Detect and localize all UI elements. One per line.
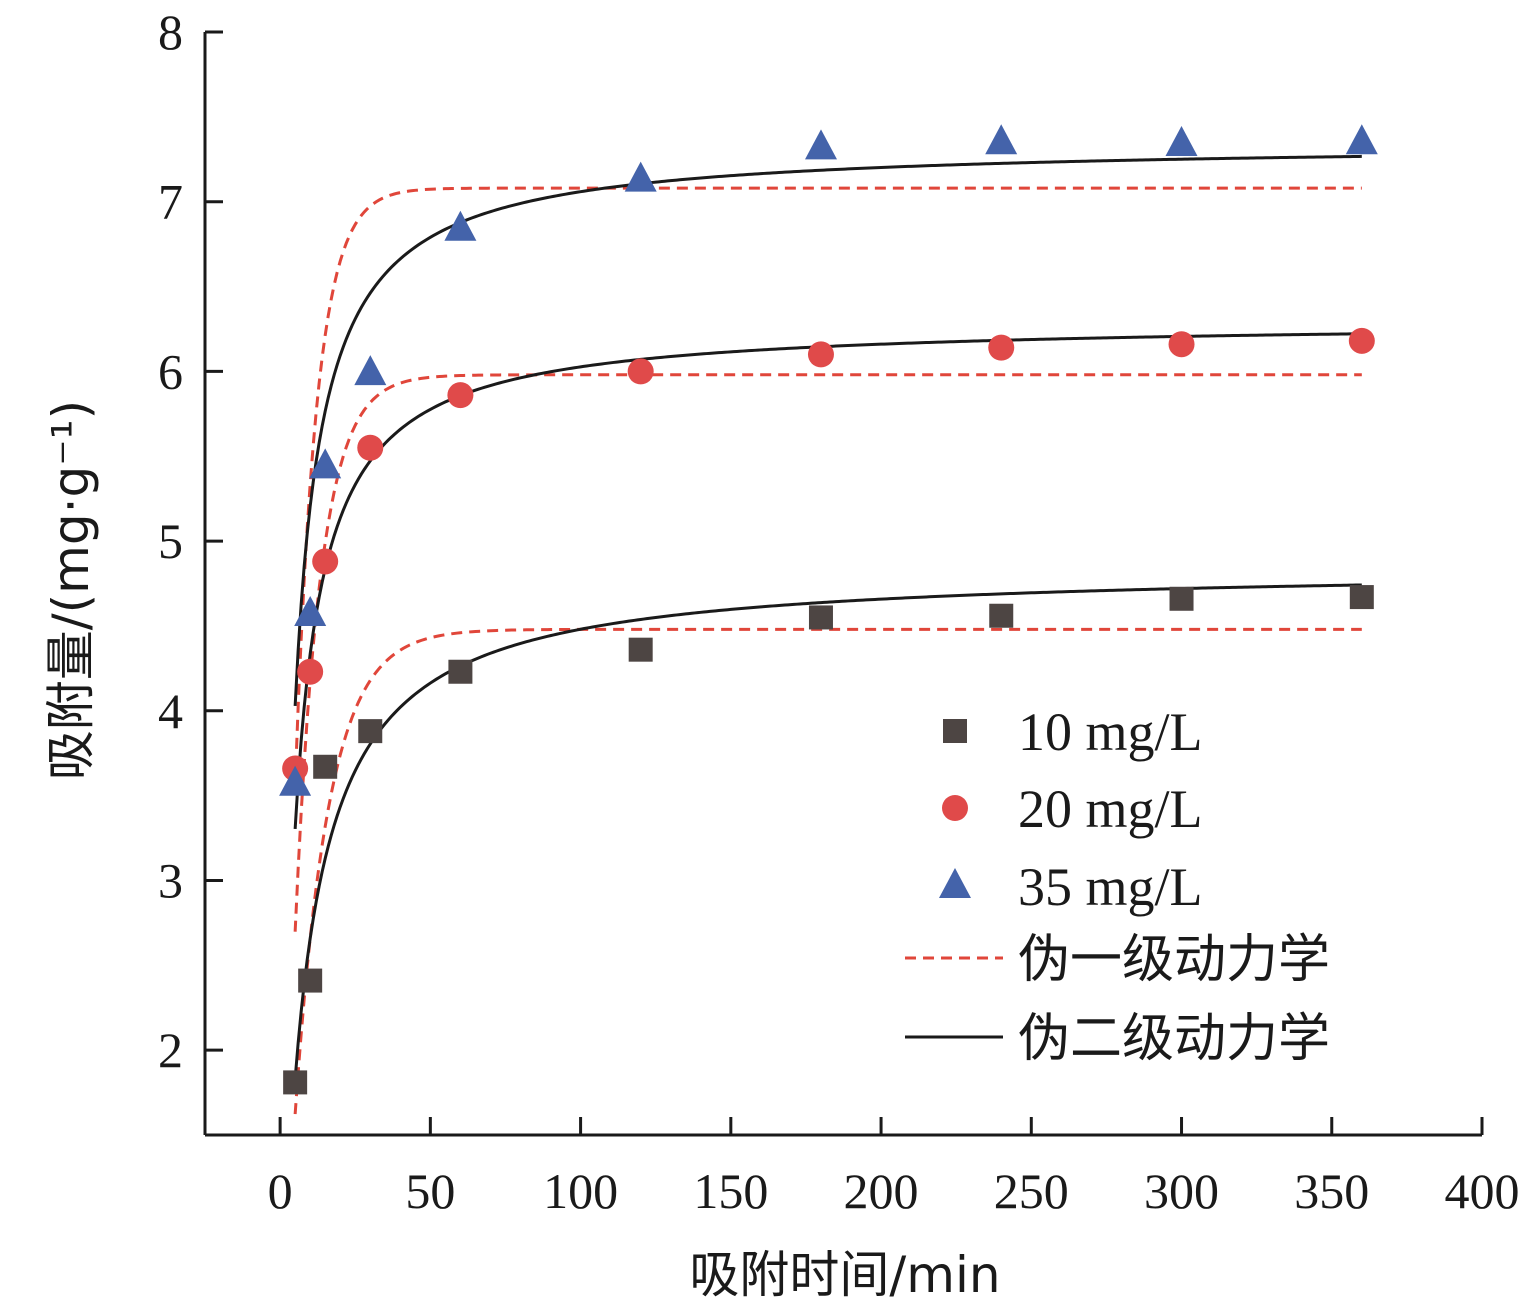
legend-label: 伪二级动力学 (1018, 1009, 1330, 1069)
data-point-triangle (354, 355, 387, 386)
y-tick-label: 7 (158, 174, 183, 230)
legend-label: 35 mg/L (1018, 857, 1203, 917)
data-point-triangle (985, 124, 1018, 155)
pfo-fit-curve (293, 373, 1362, 932)
data-point-square (1349, 585, 1374, 610)
pso-fit-curve (293, 154, 1362, 707)
y-tick-label: 6 (158, 343, 183, 399)
data-point-square (298, 968, 323, 993)
x-tick-label: 150 (693, 1163, 768, 1219)
x-tick-label: 100 (543, 1163, 618, 1219)
data-point-square (628, 637, 653, 662)
pfo-fit-curve (293, 627, 1362, 1115)
axes: 0 50 100 150 200 250 300 350 400 2 3 4 5 6 7 8 (158, 4, 1520, 1219)
legend-marker-triangle (939, 868, 971, 898)
data-point-circle (312, 548, 339, 575)
x-tick-label: 0 (268, 1163, 293, 1219)
data-point-square (989, 603, 1014, 628)
data-point-square (448, 659, 473, 684)
x-axis-title: 吸附时间/min (689, 1246, 1000, 1304)
legend-marker-circle (942, 795, 968, 821)
data-point-circle (1348, 327, 1375, 354)
data-point-circle (627, 358, 654, 385)
data-point-circle (988, 334, 1015, 361)
data-point-triangle (444, 210, 477, 241)
x-tick-label: 200 (844, 1163, 919, 1219)
data-point-square (1169, 586, 1194, 611)
data-point-circle (447, 382, 474, 409)
x-tick-label: 50 (405, 1163, 455, 1219)
data-point-triangle (294, 596, 327, 626)
data-point-circle (297, 658, 324, 685)
data-point-triangle (309, 448, 342, 479)
data-point-square (283, 1070, 308, 1095)
y-tick-label: 8 (158, 4, 183, 60)
y-axis-title: 吸附量/(mg·g⁻¹) (42, 400, 100, 780)
legend-label: 10 mg/L (1018, 702, 1203, 762)
data-point-triangle (1345, 124, 1378, 155)
data-point-square (358, 719, 383, 744)
legend-label: 伪一级动力学 (1018, 930, 1330, 990)
data-point-circle (357, 434, 384, 461)
x-tick-label: 250 (994, 1163, 1069, 1219)
y-tick-label: 5 (158, 513, 183, 569)
x-tick-label: 400 (1445, 1163, 1520, 1219)
data-point-square (313, 754, 338, 779)
legend-label: 20 mg/L (1018, 779, 1203, 839)
y-tick-label: 2 (158, 1022, 183, 1078)
legend-marker-square (943, 719, 967, 743)
x-tick-label: 350 (1294, 1163, 1369, 1219)
data-point-circle (807, 341, 834, 368)
data-point-triangle (1165, 126, 1198, 156)
y-tick-label: 4 (158, 683, 183, 739)
x-tick-label: 300 (1144, 1163, 1219, 1219)
pfo-fit-curve (293, 186, 1362, 785)
data-point-triangle (805, 129, 837, 160)
data-point-triangle (279, 765, 312, 796)
data-point-circle (1168, 331, 1195, 358)
data-point-triangle (624, 161, 657, 192)
data-point-square (808, 605, 833, 630)
y-tick-label: 3 (158, 852, 183, 908)
data-points (279, 124, 1378, 1095)
